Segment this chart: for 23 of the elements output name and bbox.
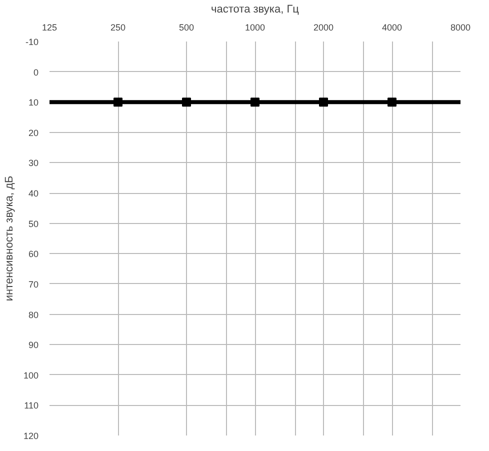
- y-tick-label: -10: [25, 37, 39, 47]
- x-axis-title: частота звука, Гц: [211, 4, 300, 16]
- y-tick-label: 0: [33, 67, 39, 78]
- y-tick-label: 100: [23, 370, 39, 380]
- y-tick-label: 20: [28, 128, 39, 138]
- y-axis-title: интенсивность звука, дБ: [3, 176, 16, 302]
- x-tick-label: 2000: [313, 22, 334, 32]
- y-tick-label: 30: [28, 158, 39, 168]
- y-tick-label: 10: [28, 98, 39, 108]
- y-tick-label: 110: [24, 400, 39, 411]
- y-tick-label: 60: [28, 249, 39, 260]
- x-tick-label: 4000: [382, 22, 402, 32]
- y-tick-label: 40: [28, 188, 39, 199]
- x-tick-label: 8000: [450, 22, 471, 32]
- y-tick-label: 50: [28, 218, 39, 229]
- x-tick-label: 1000: [244, 22, 266, 32]
- y-tick-label: 90: [28, 340, 39, 350]
- x-tick-label: 500: [178, 22, 194, 32]
- x-tick-label: 125: [42, 22, 58, 32]
- y-tick-label: 120: [23, 431, 39, 441]
- x-tick-label: 250: [110, 22, 126, 32]
- y-tick-label: 80: [28, 310, 39, 320]
- y-tick-label: 70: [28, 279, 39, 290]
